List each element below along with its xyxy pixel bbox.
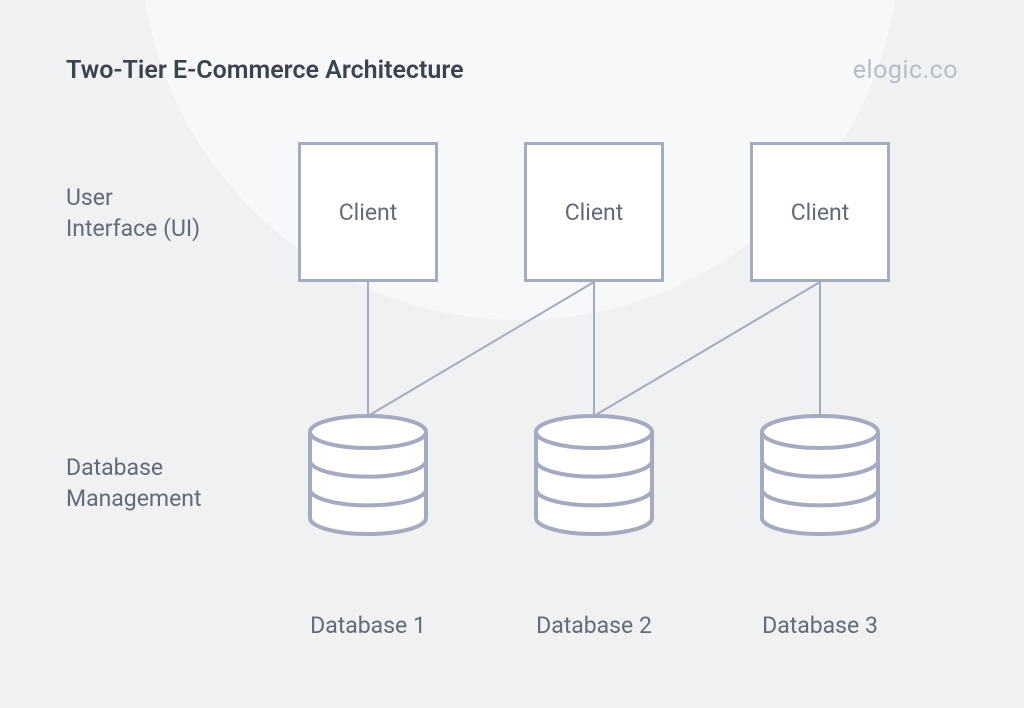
client-node: Client bbox=[750, 142, 890, 282]
tier-label-ui: UserInterface (UI) bbox=[66, 182, 200, 244]
database-node-label: Database 3 bbox=[762, 612, 878, 639]
brand-label: elogic.co bbox=[853, 56, 958, 85]
tier-label-db: DatabaseManagement bbox=[66, 452, 202, 514]
client-node-label: Client bbox=[339, 199, 398, 226]
database-node-label: Database 2 bbox=[536, 612, 652, 639]
client-node-label: Client bbox=[791, 199, 850, 226]
client-node: Client bbox=[524, 142, 664, 282]
diagram-canvas: Two-Tier E-Commerce Architecture elogic.… bbox=[0, 0, 1024, 708]
diagram-title: Two-Tier E-Commerce Architecture bbox=[66, 56, 464, 85]
database-node-label: Database 1 bbox=[310, 612, 426, 639]
client-node: Client bbox=[298, 142, 438, 282]
client-node-label: Client bbox=[565, 199, 624, 226]
